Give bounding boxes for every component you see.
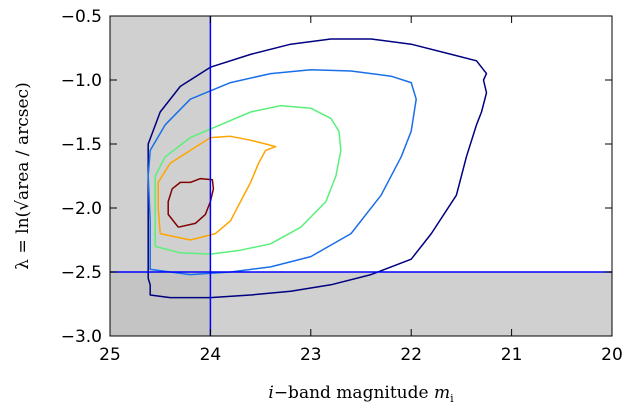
- contour-2: [147, 69, 417, 276]
- tick-labels: 25 24 23 22 21 20 −3.0 −2.5 −2.0 −1.5 −1.0 −0.5: [61, 7, 623, 365]
- plot-frame: [109, 15, 613, 337]
- x-axis-label: i−band magnitude mi: [268, 383, 454, 405]
- y-tick-label: −2.5: [61, 263, 102, 283]
- y-tick-label: −2.0: [61, 199, 102, 219]
- axis-ticks: [109, 15, 613, 337]
- y-tick-label: −3.0: [61, 327, 102, 347]
- x-tick-label: 22: [400, 345, 422, 365]
- excluded-region-2: [110, 272, 612, 336]
- x-tick-label: 21: [501, 345, 523, 365]
- x-tick-label: 24: [200, 345, 222, 365]
- plot-area: [109, 15, 613, 337]
- y-axis-label: λ = ln(√area / arcsec): [13, 82, 33, 269]
- x-tick-label: 20: [601, 345, 623, 365]
- x-tick-label: 25: [99, 345, 121, 365]
- y-tick-label: −1.5: [61, 135, 102, 155]
- contour-1: [147, 38, 488, 299]
- contour-5: [167, 177, 215, 228]
- y-tick-label: −1.0: [61, 71, 102, 91]
- y-tick-label: −0.5: [61, 7, 102, 27]
- x-tick-label: 23: [300, 345, 322, 365]
- contour-4: [157, 135, 277, 241]
- contour-3: [154, 104, 342, 255]
